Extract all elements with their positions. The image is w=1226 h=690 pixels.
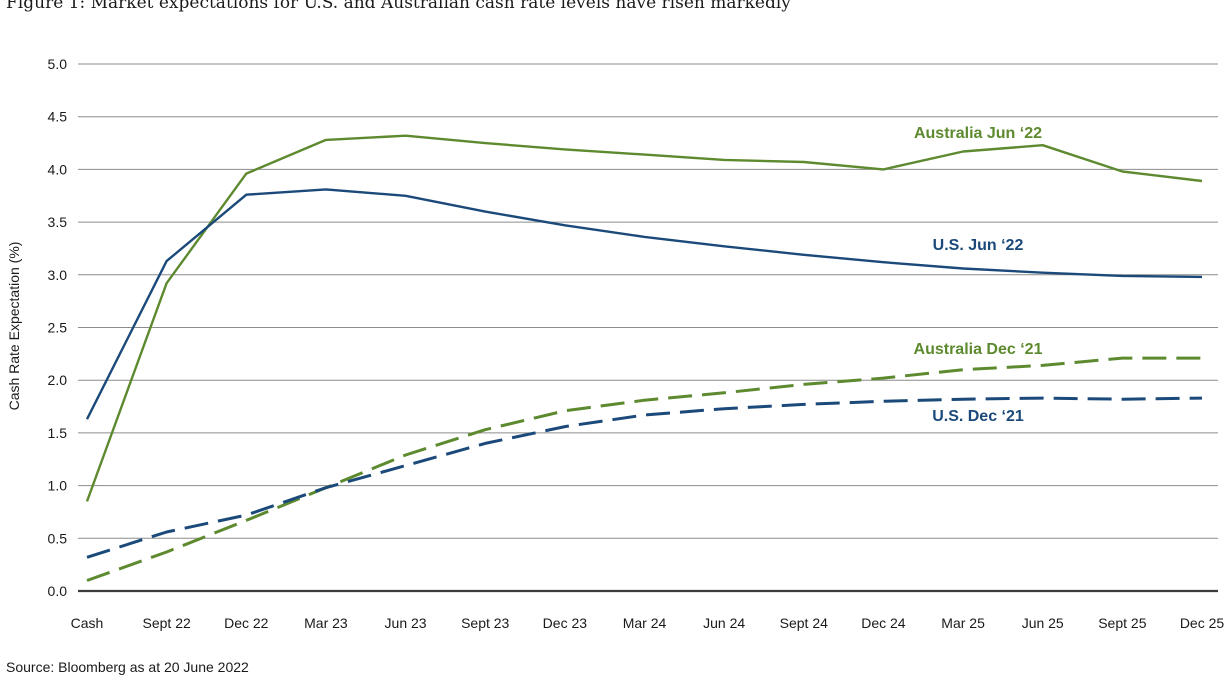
x-tick-labels: Cash Sept 22 Dec 22 Mar 23 Jun 23 Sept 23 Dec … bbox=[71, 615, 1225, 631]
x-tick-label: Sept 25 bbox=[1098, 615, 1146, 631]
figure-title: Figure 1: Market expectations for U.S. a… bbox=[6, 0, 791, 13]
x-tick-label: Jun 23 bbox=[385, 615, 427, 631]
y-tick-label: 2.0 bbox=[48, 372, 68, 388]
series-line-3 bbox=[86, 396, 1203, 559]
x-tick-label: Dec 24 bbox=[861, 615, 906, 631]
series-label-3: U.S. Dec ‘21 bbox=[932, 408, 1024, 425]
x-tick-label: Mar 24 bbox=[623, 615, 667, 631]
source-note: Source: Bloomberg as at 20 June 2022 bbox=[6, 659, 249, 675]
y-tick-label: 5.0 bbox=[48, 56, 68, 72]
x-tick-label: Cash bbox=[71, 615, 104, 631]
y-tick-label: 3.0 bbox=[48, 267, 68, 283]
x-tick-label: Mar 23 bbox=[304, 615, 348, 631]
y-tick-labels: 0.0 0.5 1.0 1.5 2.0 2.5 3.0 3.5 4.0 4.5 5.0 bbox=[48, 56, 68, 599]
series-line-2 bbox=[86, 356, 1202, 582]
y-tick-label: 1.0 bbox=[48, 478, 68, 494]
series-lines bbox=[85, 134, 1203, 582]
x-tick-label: Jun 25 bbox=[1022, 615, 1064, 631]
series-line-0 bbox=[85, 134, 1203, 502]
y-tick-label: 4.0 bbox=[48, 161, 68, 177]
gridlines bbox=[78, 63, 1218, 593]
y-tick-label: 1.5 bbox=[48, 425, 68, 441]
x-tick-label: Mar 25 bbox=[941, 615, 985, 631]
series-label-1: U.S. Jun ‘22 bbox=[933, 237, 1024, 254]
x-tick-label: Dec 25 bbox=[1180, 615, 1225, 631]
series-line-1 bbox=[85, 188, 1203, 420]
x-tick-label: Sept 23 bbox=[461, 615, 509, 631]
y-tick-label: 2.5 bbox=[48, 320, 68, 336]
x-tick-label: Dec 23 bbox=[543, 615, 588, 631]
y-tick-label: 3.5 bbox=[48, 214, 68, 230]
y-tick-label: 0.0 bbox=[48, 583, 68, 599]
x-tick-label: Sept 22 bbox=[143, 615, 191, 631]
x-tick-label: Jun 24 bbox=[703, 615, 745, 631]
x-tick-label: Sept 24 bbox=[780, 615, 828, 631]
y-axis-label: Cash Rate Expectation (%) bbox=[6, 242, 22, 411]
series-labels: Australia Jun ‘22 U.S. Jun ‘22 Australia D… bbox=[914, 125, 1043, 425]
y-tick-label: 4.5 bbox=[48, 109, 68, 125]
series-label-2: Australia Dec ‘21 bbox=[914, 341, 1043, 358]
series-label-0: Australia Jun ‘22 bbox=[914, 125, 1042, 142]
y-tick-label: 0.5 bbox=[48, 530, 68, 546]
x-tick-label: Dec 22 bbox=[224, 615, 269, 631]
